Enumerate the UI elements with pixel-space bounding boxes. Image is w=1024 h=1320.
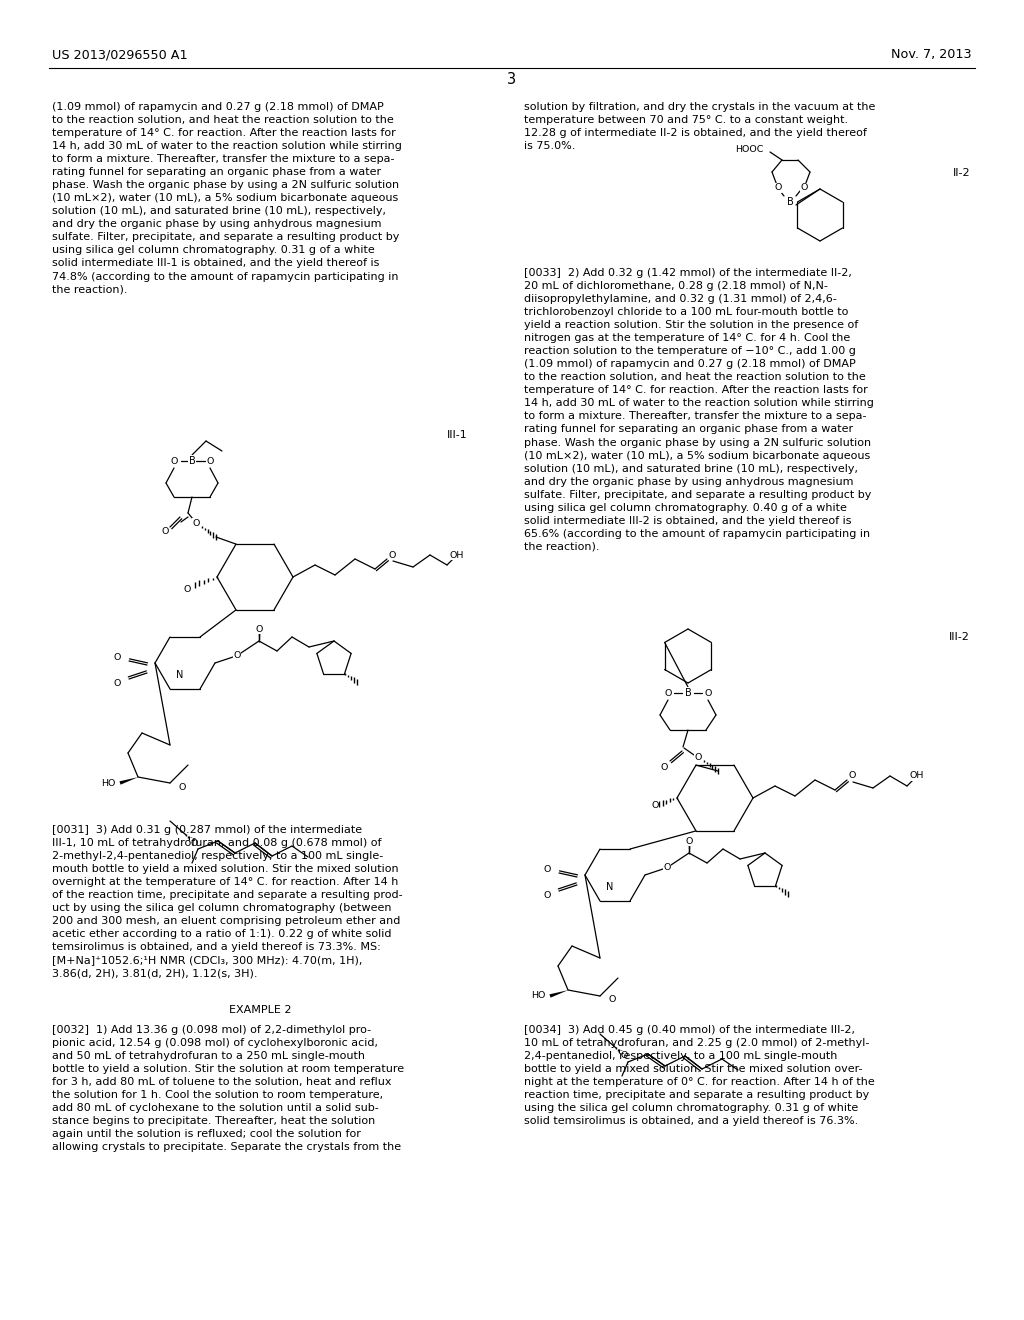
Text: [0031]  3) Add 0.31 g (0.287 mmol) of the intermediate
III-1, 10 mL of tetrahydr: [0031] 3) Add 0.31 g (0.287 mmol) of the… [52,825,402,978]
Text: O: O [206,457,214,466]
Text: O: O [685,837,692,846]
Text: (1.09 mmol) of rapamycin and 0.27 g (2.18 mmol) of DMAP
to the reaction solution: (1.09 mmol) of rapamycin and 0.27 g (2.1… [52,102,401,294]
Text: solution by filtration, and dry the crystals in the vacuum at the
temperature be: solution by filtration, and dry the crys… [524,102,876,150]
Text: O: O [801,183,808,193]
Text: O: O [664,862,671,871]
Text: O: O [665,689,672,697]
Text: O: O [694,752,701,762]
Text: HOOC: HOOC [735,145,764,154]
Text: B: B [786,197,794,207]
Text: N: N [176,671,183,680]
Text: O: O [774,183,781,193]
Text: [0034]  3) Add 0.45 g (0.40 mmol) of the intermediate III-2,
10 mL of tetrahydro: [0034] 3) Add 0.45 g (0.40 mmol) of the … [524,1026,874,1126]
Text: N: N [606,882,613,892]
Text: O: O [651,801,658,810]
Text: O: O [170,457,178,466]
Text: O: O [162,528,169,536]
Text: III-1: III-1 [447,430,468,440]
Text: O: O [660,763,668,771]
Text: B: B [188,455,196,466]
Text: O: O [183,585,190,594]
Text: O: O [388,550,395,560]
Text: II-2: II-2 [952,168,970,178]
Text: O: O [544,891,551,899]
Text: O: O [193,519,200,528]
Text: O: O [178,783,185,792]
Text: O: O [608,995,615,1005]
Text: US 2013/0296550 A1: US 2013/0296550 A1 [52,48,187,61]
Text: O: O [114,678,121,688]
Text: 3: 3 [508,73,516,87]
Text: Nov. 7, 2013: Nov. 7, 2013 [891,48,972,61]
Text: O: O [544,865,551,874]
Text: OH: OH [450,550,464,560]
Text: [0033]  2) Add 0.32 g (1.42 mmol) of the intermediate II-2,
20 mL of dichloromet: [0033] 2) Add 0.32 g (1.42 mmol) of the … [524,268,873,552]
Polygon shape [120,777,138,784]
Text: O: O [848,771,856,780]
Text: HO: HO [531,991,546,1001]
Text: OH: OH [909,771,925,780]
Text: O: O [621,1052,628,1060]
Text: [0032]  1) Add 13.36 g (0.098 mol) of 2,2-dimethylol pro-
pionic acid, 12.54 g (: [0032] 1) Add 13.36 g (0.098 mol) of 2,2… [52,1026,404,1152]
Text: B: B [685,688,691,698]
Text: III-2: III-2 [949,632,970,642]
Text: EXAMPLE 2: EXAMPLE 2 [228,1005,291,1015]
Text: HO: HO [101,779,116,788]
Text: O: O [233,651,241,660]
Text: O: O [255,624,263,634]
Text: O: O [114,652,121,661]
Text: O: O [705,689,712,697]
Polygon shape [550,990,568,998]
Text: O: O [190,838,198,847]
